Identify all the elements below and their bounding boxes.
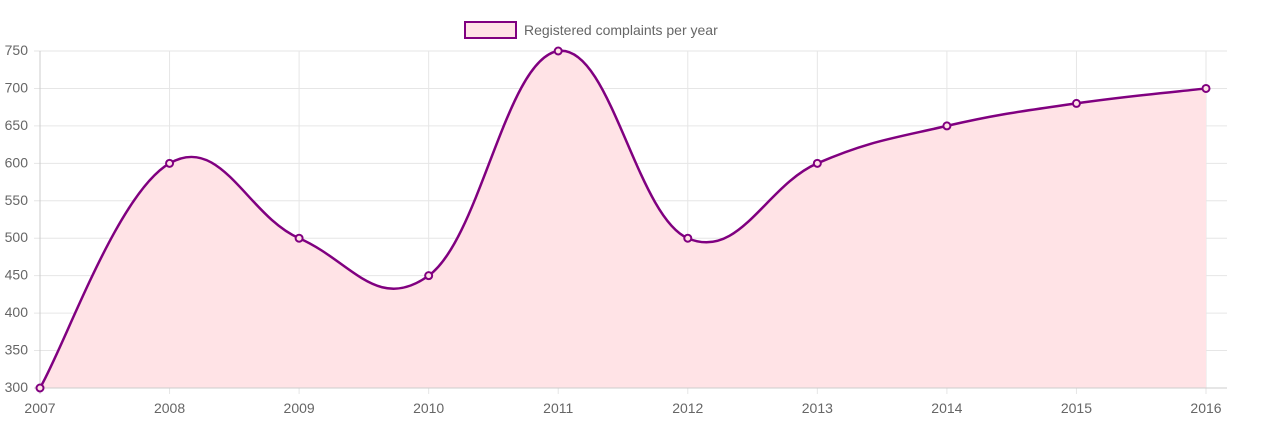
x-tick-label: 2015	[1061, 400, 1092, 416]
y-tick-label: 750	[5, 42, 29, 58]
x-tick-label: 2010	[413, 400, 444, 416]
series-line	[38, 49, 1207, 389]
data-point[interactable]	[424, 271, 434, 281]
legend-swatch[interactable]	[464, 21, 517, 39]
data-point[interactable]	[294, 233, 304, 243]
y-tick-label: 400	[5, 304, 29, 320]
y-tick-label: 650	[5, 117, 29, 133]
y-tick-label: 500	[5, 229, 29, 245]
data-point[interactable]	[1201, 83, 1211, 93]
x-tick-label: 2014	[931, 400, 962, 416]
area-fill	[40, 50, 1206, 388]
y-tick-label: 450	[5, 267, 29, 283]
y-tick-label: 600	[5, 154, 29, 170]
y-tick-label: 350	[5, 342, 29, 358]
x-tick-label: 2013	[802, 400, 833, 416]
legend[interactable]: Registered complaints per year	[464, 21, 718, 39]
x-tick-label: 2012	[672, 400, 703, 416]
legend-label[interactable]: Registered complaints per year	[524, 22, 718, 38]
x-tick-label: 2008	[154, 400, 185, 416]
data-point[interactable]	[35, 383, 45, 393]
x-tick-label: 2007	[24, 400, 55, 416]
series-line-path	[38, 49, 1207, 389]
y-tick-label: 700	[5, 79, 29, 95]
data-point[interactable]	[1071, 98, 1081, 108]
y-tick-label: 300	[5, 379, 29, 395]
x-axis-ticks: 2007 2008 2009 2010 2011 2012 2013 2014 2015 2016	[24, 400, 1221, 416]
data-point[interactable]	[165, 158, 175, 168]
data-points	[35, 46, 1211, 393]
data-point[interactable]	[812, 158, 822, 168]
y-axis-ticks: 750 700 650 600 550 500 450 400 350 300	[5, 42, 29, 395]
data-point[interactable]	[683, 233, 693, 243]
data-point[interactable]	[553, 46, 563, 56]
data-point[interactable]	[942, 121, 952, 131]
axes	[34, 51, 1227, 394]
x-tick-label: 2011	[543, 400, 573, 416]
series-area	[40, 50, 1206, 388]
x-tick-label: 2009	[284, 400, 315, 416]
x-tick-label: 2016	[1190, 400, 1221, 416]
y-tick-label: 550	[5, 192, 29, 208]
